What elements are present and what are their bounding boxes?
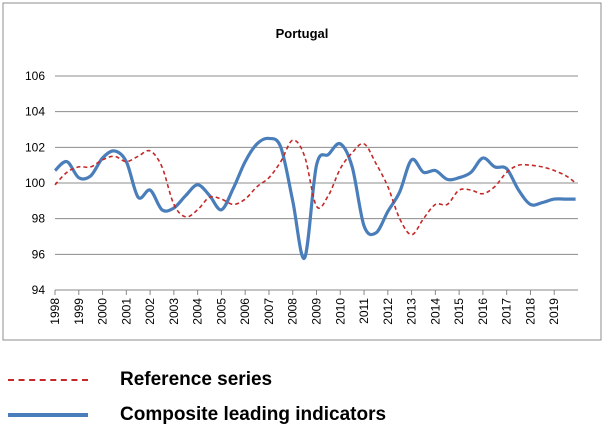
x-axis-ticks: 1998 1999 2000 2001 2002 2003 2004 2005 2006 2007… xyxy=(48,290,561,325)
x-tick-label: 2000 xyxy=(96,298,110,325)
legend-label-cli: Composite leading indicators xyxy=(120,404,387,425)
y-tick-label: 102 xyxy=(25,140,45,154)
cli-series-swatch xyxy=(8,413,88,417)
x-tick-label: 2017 xyxy=(500,298,514,325)
series-lines xyxy=(53,136,577,260)
legend-item-cli: Composite leading indicators xyxy=(0,400,605,430)
x-tick-label: 2007 xyxy=(262,298,276,325)
x-tick-label: 2010 xyxy=(333,298,347,325)
x-tick-label: 2015 xyxy=(452,298,466,325)
x-tick-label: 1998 xyxy=(48,298,62,325)
y-axis-ticks: 94 96 98 100 102 104 106 xyxy=(25,69,45,297)
x-tick-label: 2008 xyxy=(286,298,300,325)
composite-leading-indicators-line xyxy=(53,136,576,260)
x-tick-label: 1999 xyxy=(72,298,86,325)
y-tick-label: 100 xyxy=(25,176,45,190)
x-tick-label: 2004 xyxy=(191,298,205,325)
y-tick-label: 96 xyxy=(32,247,46,261)
x-tick-label: 2016 xyxy=(476,298,490,325)
x-tick-label: 2001 xyxy=(119,298,133,325)
chart-border xyxy=(2,2,602,341)
x-tick-label: 2013 xyxy=(405,298,419,325)
legend: Reference series Composite leading indic… xyxy=(0,355,605,431)
x-tick-label: 2014 xyxy=(428,298,442,325)
x-tick-label: 2012 xyxy=(381,298,395,325)
legend-label-reference: Reference series xyxy=(120,369,273,390)
reference-series-line xyxy=(54,139,577,236)
legend-item-reference: Reference series xyxy=(0,365,605,395)
y-tick-label: 98 xyxy=(32,212,46,226)
x-tick-label: 2003 xyxy=(167,298,181,325)
y-tick-label: 94 xyxy=(32,283,46,297)
chart-title: Portugal xyxy=(276,26,329,41)
x-tick-label: 2002 xyxy=(143,298,157,325)
y-tick-label: 104 xyxy=(25,105,45,119)
x-tick-label: 2011 xyxy=(357,298,371,324)
line-chart: Portugal 94 96 98 100 102 104 106 1998 1999 2000… xyxy=(2,2,602,341)
reference-series-swatch xyxy=(8,379,88,381)
x-tick-label: 2006 xyxy=(238,298,252,325)
x-tick-label: 2005 xyxy=(214,298,228,325)
x-tick-label: 2009 xyxy=(310,298,324,325)
x-tick-label: 2018 xyxy=(523,298,537,325)
x-tick-label: 2019 xyxy=(547,298,561,325)
y-tick-label: 106 xyxy=(25,69,45,83)
chart-area: Portugal 94 96 98 100 102 104 106 1998 1999 2000… xyxy=(2,2,602,341)
